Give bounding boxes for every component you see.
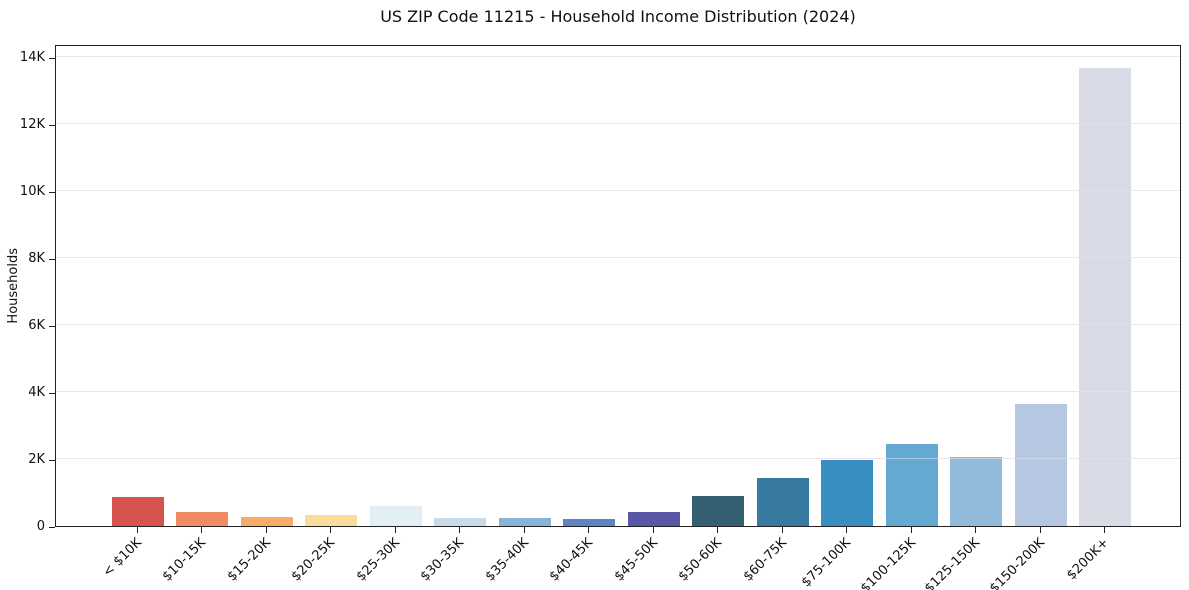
x-tick-mark xyxy=(265,527,267,533)
bar xyxy=(627,511,680,526)
bar xyxy=(176,511,229,526)
x-tick-mark xyxy=(846,527,848,533)
gridline-overlay xyxy=(56,257,1180,259)
bar xyxy=(305,514,358,526)
bar xyxy=(885,444,938,526)
y-tick-label: 12K xyxy=(19,117,45,133)
bar xyxy=(950,457,1003,526)
chart-title: US ZIP Code 11215 - Household Income Dis… xyxy=(380,7,856,26)
x-tick-mark xyxy=(1039,527,1041,533)
x-tick-mark xyxy=(910,527,912,533)
x-tick-mark xyxy=(459,527,461,533)
y-tick-mark xyxy=(49,325,55,327)
y-tick-mark xyxy=(49,258,55,260)
gridline-overlay xyxy=(56,190,1180,192)
y-tick-label: 8K xyxy=(28,251,45,267)
bar xyxy=(1079,67,1132,526)
y-tick-label: 2K xyxy=(28,452,45,468)
x-tick-mark xyxy=(652,527,654,533)
bar xyxy=(692,495,745,526)
plot-area xyxy=(55,45,1181,527)
bar xyxy=(563,519,616,526)
y-tick-label: 4K xyxy=(28,385,45,401)
x-tick-mark xyxy=(330,527,332,533)
x-tick-mark xyxy=(717,527,719,533)
bar xyxy=(369,506,422,526)
y-tick-mark xyxy=(49,392,55,394)
x-tick-mark xyxy=(781,527,783,533)
gridline-overlay xyxy=(56,56,1180,58)
gridline-overlay xyxy=(56,458,1180,460)
x-tick-mark xyxy=(137,527,138,533)
x-tick-label: < $10K xyxy=(100,535,145,581)
y-tick-label: 10K xyxy=(19,184,45,200)
x-tick-mark xyxy=(201,527,203,533)
bar xyxy=(821,460,874,526)
y-tick-mark xyxy=(49,526,55,528)
y-tick-label: 0 xyxy=(36,519,45,534)
bar xyxy=(434,518,487,526)
bar xyxy=(756,478,809,526)
bar xyxy=(1014,403,1067,526)
gridline-overlay xyxy=(56,123,1180,125)
y-tick-mark xyxy=(49,124,55,126)
bar xyxy=(498,517,551,526)
y-tick-mark xyxy=(49,459,55,461)
x-tick-mark xyxy=(1104,527,1106,533)
x-tick-mark xyxy=(975,527,977,533)
y-tick-mark xyxy=(49,57,55,59)
gridline-overlay xyxy=(56,391,1180,393)
x-tick-mark xyxy=(523,527,525,533)
x-tick-mark xyxy=(588,527,590,533)
y-tick-label: 14K xyxy=(19,50,45,66)
gridline-overlay xyxy=(56,324,1180,326)
bar xyxy=(240,516,293,526)
y-tick-mark xyxy=(49,191,55,193)
bar xyxy=(112,496,164,526)
y-tick-label: 6K xyxy=(28,318,45,334)
x-tick-mark xyxy=(394,527,396,533)
